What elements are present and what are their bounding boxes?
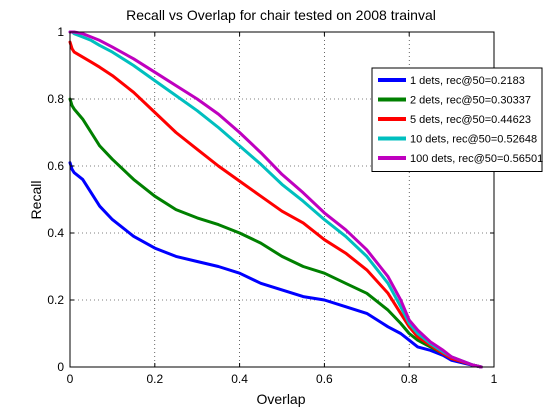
y-tick-label: 0.4 [47,226,64,240]
ticks: 0 0.2 0.4 0.6 0.8 1 0 0.2 0.4 0.6 0.8 1 [47,25,497,386]
x-tick-label: 0.4 [231,372,248,386]
x-tick-label: 0 [67,372,74,386]
y-axis-label: Recall [28,181,44,220]
x-tick-label: 0.8 [401,372,418,386]
legend-label-3: 5 dets, rec@50=0.44623 [410,114,531,126]
y-tick-label: 0.2 [47,293,64,307]
legend-label-5: 100 dets, rec@50=0.56501 [410,153,543,165]
series-line-1 [68,161,483,369]
chart-title: Recall vs Overlap for chair tested on 20… [126,7,436,23]
x-tick-label: 0.6 [316,372,333,386]
legend: 1 dets, rec@50=0.2183 2 dets, rec@50=0.30… [371,67,543,172]
legend-label-2: 2 dets, rec@50=0.30337 [410,95,531,107]
legend-label-4: 10 dets, rec@50=0.52648 [410,134,537,146]
y-tick-label: 0.8 [47,92,64,106]
y-tick-label: 0.6 [47,159,64,173]
x-axis-label: Overlap [256,391,305,407]
plot-frame [69,31,495,368]
series-line-5 [68,30,483,369]
x-tick-label: 0.2 [146,372,163,386]
series-line-2 [68,97,483,369]
grid [70,32,494,367]
legend-label-1: 1 dets, rec@50=0.2183 [410,75,525,87]
x-tick-label: 1 [491,372,498,386]
y-tick-label: 0 [57,360,64,374]
series-lines [68,30,483,369]
y-tick-label: 1 [57,25,64,39]
series-line-3 [68,40,483,369]
series-line-4 [68,30,483,369]
